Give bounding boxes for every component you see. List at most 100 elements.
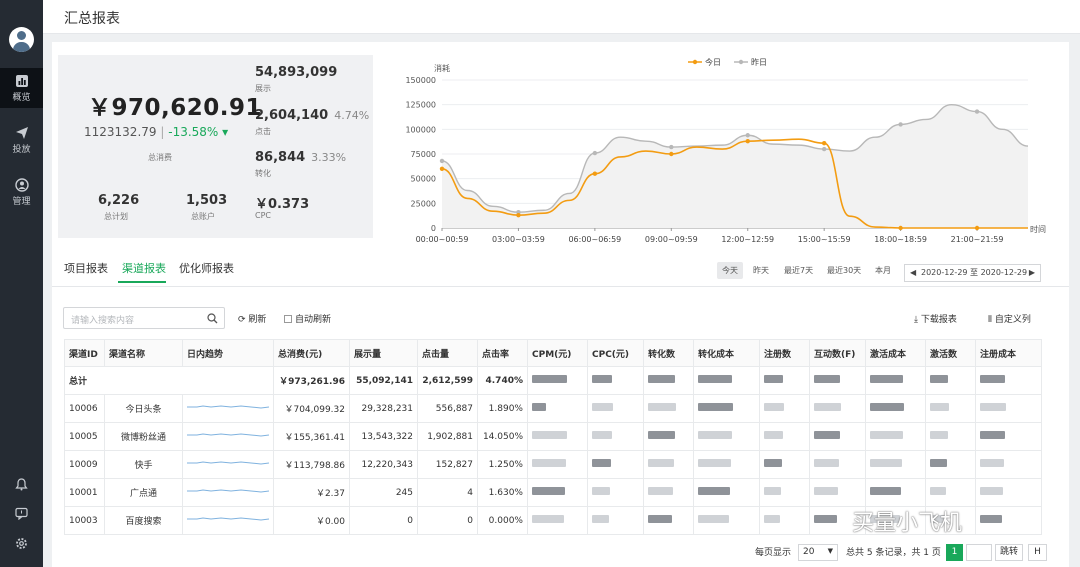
date-range-picker[interactable]: ◀ 2020-12-29 至 2020-12-29 ▶ (904, 264, 1041, 282)
refresh-button[interactable]: ⟳ 刷新 (238, 315, 267, 325)
column-header[interactable]: 转化数 (643, 339, 694, 367)
masked-cell (587, 450, 644, 479)
auto-refresh-checkbox[interactable] (284, 315, 292, 323)
date-filter-month[interactable]: 本月 (875, 266, 891, 275)
point-today (669, 151, 674, 157)
masked-value (814, 459, 839, 467)
masked-cell (527, 366, 588, 395)
date-range-text: 2020-12-29 至 2020-12-29 (921, 268, 1028, 277)
search-icon[interactable] (207, 313, 218, 324)
settings-icon[interactable] (15, 537, 28, 550)
point-today (516, 212, 521, 218)
masked-cell (975, 422, 1042, 451)
cpc-value: ￥0.373 (255, 197, 310, 212)
total-label: 总计 (64, 366, 274, 395)
masked-cell (587, 422, 644, 451)
column-header[interactable]: 注册成本 (975, 339, 1042, 367)
column-header[interactable]: 日内趋势 (182, 339, 274, 367)
masked-value (870, 487, 901, 495)
table-cell: 1,902,881 (417, 422, 478, 451)
point-today (974, 225, 980, 231)
send-icon (15, 127, 28, 139)
masked-value (648, 431, 675, 439)
masked-value (648, 403, 676, 411)
table-row[interactable]: 10005 微博粉丝通 ￥155,361.41 13,543,322 1,902,881… (64, 422, 1042, 451)
table-cell: ￥973,261.96 (273, 366, 350, 395)
column-header[interactable]: 转化成本 (693, 339, 760, 367)
masked-value (698, 487, 730, 495)
column-header[interactable]: 展示量 (349, 339, 418, 367)
download-report-button[interactable]: ⤓ 下载报表 (914, 315, 957, 325)
column-header[interactable]: 互动数(F) (809, 339, 866, 367)
masked-cell (527, 506, 588, 535)
table-row[interactable]: 10001 广点通 ￥2.37 245 4 1.630% (64, 478, 1042, 507)
page-1-button[interactable]: 1 (946, 544, 963, 561)
last-page-button[interactable]: H (1028, 544, 1047, 561)
masked-value (764, 487, 781, 495)
avatar[interactable] (9, 27, 34, 52)
column-header[interactable]: 点击率 (477, 339, 528, 367)
table-cell: 245 (349, 478, 418, 507)
cpc-label: CPC (255, 211, 271, 220)
active-tab-indicator (118, 281, 166, 283)
masked-cell (527, 394, 588, 423)
column-header[interactable]: CPC(元) (587, 339, 644, 367)
column-header[interactable]: 渠道名称 (104, 339, 183, 367)
nav-manage-label: 管理 (12, 197, 31, 207)
column-header[interactable]: 点击量 (417, 339, 478, 367)
date-prev-icon[interactable]: ◀ (910, 268, 917, 277)
table-cell: 4 (417, 478, 478, 507)
masked-value (870, 515, 900, 523)
column-header[interactable]: 渠道ID (64, 339, 105, 367)
date-filter-today[interactable]: 今天 (717, 262, 743, 279)
column-header[interactable]: 总消费(元) (273, 339, 350, 367)
auto-refresh-toggle[interactable]: 自动刷新 (284, 312, 331, 325)
table-cell: 0 (349, 506, 418, 535)
masked-value (870, 431, 903, 439)
per-page-select[interactable]: 20 ▼ (798, 544, 838, 561)
masked-cell (925, 422, 976, 451)
tab-channel-report[interactable]: 渠道报表 (122, 262, 166, 275)
page-jump-input[interactable] (966, 544, 992, 561)
column-header[interactable]: 激活数 (925, 339, 976, 367)
masked-value (980, 431, 1005, 439)
masked-cell (643, 366, 694, 395)
masked-cell (759, 478, 810, 507)
bell-icon[interactable] (15, 478, 28, 491)
masked-cell (587, 366, 644, 395)
conversions-value: 86,844 (255, 150, 306, 165)
tab-project-report[interactable]: 项目报表 (64, 262, 108, 275)
column-header[interactable]: 注册数 (759, 339, 810, 367)
tab-optimizer-report[interactable]: 优化师报表 (179, 262, 234, 275)
table-row[interactable]: 10006 今日头条 ￥704,099.32 29,328,231 556,887 1.8… (64, 394, 1042, 423)
search-input[interactable] (64, 311, 194, 331)
masked-value (764, 459, 782, 467)
masked-cell (759, 422, 810, 451)
masked-cell (925, 506, 976, 535)
table-row[interactable]: 10003 百度搜索 ￥0.00 0 0 0.000% (64, 506, 1042, 535)
masked-cell (865, 394, 926, 423)
date-filter-7days[interactable]: 最近7天 (784, 266, 814, 275)
masked-cell (527, 478, 588, 507)
date-filter-yesterday[interactable]: 昨天 (753, 266, 769, 275)
masked-cell (925, 450, 976, 479)
masked-value (698, 459, 731, 467)
message-icon[interactable] (15, 507, 28, 520)
masked-cell (643, 422, 694, 451)
sidebar: 概览 投放 管理 (0, 0, 43, 567)
table-cell: 14.050% (477, 422, 528, 451)
masked-value (870, 375, 903, 383)
jump-button[interactable]: 跳转 (995, 544, 1023, 561)
masked-cell (809, 450, 866, 479)
customize-columns-button[interactable]: ⦀ 自定义列 (988, 315, 1031, 325)
nav-manage[interactable]: 管理 (0, 172, 43, 212)
nav-overview[interactable]: 概览 (0, 68, 43, 108)
date-next-icon[interactable]: ▶ (1028, 268, 1035, 277)
table-cell: ￥113,798.86 (273, 450, 350, 479)
nav-delivery[interactable]: 投放 (0, 120, 43, 160)
column-header[interactable]: 激活成本 (865, 339, 926, 367)
user-icon (14, 178, 29, 192)
date-filter-30days[interactable]: 最近30天 (827, 266, 862, 275)
column-header[interactable]: CPM(元) (527, 339, 588, 367)
table-row[interactable]: 10009 快手 ￥113,798.86 12,220,343 152,827 1.250… (64, 450, 1042, 479)
